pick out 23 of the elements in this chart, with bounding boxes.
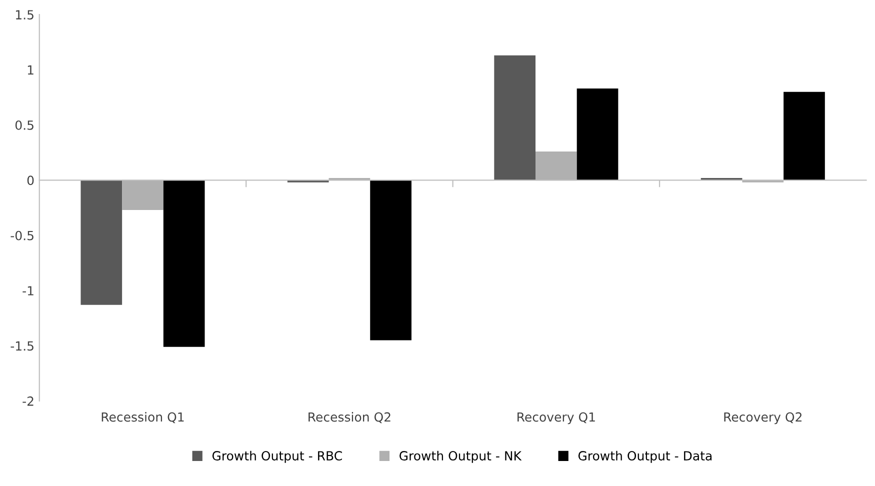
bar [122,180,164,210]
y-tick-label: 0 [27,176,34,186]
y-tick-label: -2 [22,396,34,406]
y-tick-label: 0.5 [15,120,34,130]
legend-label: Growth Output - NK [400,450,522,463]
x-tick-label: Recession Q2 [308,412,390,424]
y-tick-label: 1.5 [16,10,34,20]
y-tick-label: 1 [28,65,34,75]
bar [494,55,536,180]
y-tick-label: -1 [22,286,34,296]
y-tick-label: -0.5 [10,230,34,240]
bar [163,180,205,347]
bar [784,92,825,180]
x-tick-label: Recovery Q1 [518,412,595,424]
bar [370,180,412,340]
legend-label: Growth Output - Data [578,450,712,463]
bar [576,88,618,180]
legend-label: Growth Output - RBC [212,450,342,463]
bar [536,151,577,180]
x-tick-label: Recession Q1 [102,412,184,424]
y-tick-label: -1.5 [10,341,34,351]
x-tick-label: Recovery Q2 [724,412,802,424]
bar [80,180,122,305]
